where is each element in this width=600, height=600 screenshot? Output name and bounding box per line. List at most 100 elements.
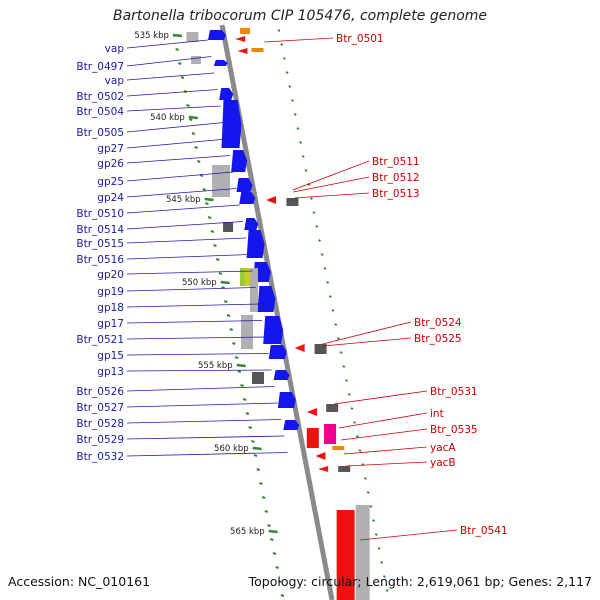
label-connector [322,321,412,345]
label-connector [126,155,231,164]
minor-tick [277,29,281,32]
gene-label-left: vap [105,43,125,55]
minor-tick [280,594,285,597]
minor-tick [180,76,185,79]
major-tick [252,446,262,451]
reverse-gene [306,408,317,416]
label-connector [346,461,428,467]
pseudo-gene [338,466,351,472]
tick-label: 550 kbp [182,278,217,288]
major-tick [268,529,278,534]
minor-tick [210,230,215,233]
minor-tick [248,426,252,429]
minor-tick [194,146,198,149]
gene-label-right: Btr_0524 [414,317,462,329]
reverse-gene [266,196,277,204]
other-feature [240,28,250,34]
pseudo-gene [355,505,370,600]
tick-label: 565 kbp [230,527,265,537]
minor-tick [377,547,381,550]
minor-tick [205,202,209,205]
minor-tick [267,524,271,527]
tick-label: 555 kbp [198,361,233,371]
major-tick [188,115,198,120]
minor-tick [282,57,286,60]
label-connector [360,529,458,541]
gene-label-left: Btr_0497 [76,61,124,73]
rna-feature [244,268,250,286]
label-connector [126,39,208,49]
minor-tick [256,468,261,471]
label-connector [343,446,428,455]
minor-tick [347,393,351,396]
pseudo-gene [252,372,265,384]
minor-tick [345,379,348,382]
forward-gene [221,100,242,148]
gene-label-right: Btr_0535 [430,424,478,436]
forward-gene [208,30,226,40]
label-connector [292,160,370,191]
minor-tick [339,351,343,354]
forward-gene [236,178,253,192]
label-connector [126,419,282,424]
reverse-gene [318,466,329,472]
gene-label-right: Btr_0501 [336,33,384,45]
other-feature [332,446,345,450]
map-title: Bartonella tribocorum CIP 105476, comple… [112,8,488,24]
tick-label: 545 kbp [166,195,201,205]
label-connector [126,353,269,356]
minor-tick [358,449,362,452]
pseudo-gene [241,315,254,349]
label-connector [126,452,288,457]
minor-tick [331,309,335,312]
gene-label-right: Btr_0531 [430,386,478,398]
forward-gene [283,420,300,430]
gene-label-left: gp13 [97,366,124,378]
minor-tick [259,482,263,485]
label-connector [126,386,275,392]
minor-tick [186,104,190,107]
gene-label-left: gp27 [97,143,124,155]
gene-label-left: gp20 [97,269,124,281]
pseudo-gene [186,32,199,42]
tick-label: 540 kbp [150,113,185,123]
gene-label-left: Btr_0532 [76,451,124,463]
forward-gene [239,192,256,204]
pseudo-gene [191,56,202,64]
minor-tick [382,575,386,578]
other-feature [251,48,264,52]
minor-tick [353,421,357,424]
gene-label-right: Btr_0512 [372,172,420,184]
minor-tick [229,328,234,331]
label-connector [126,402,278,408]
minor-tick [366,491,370,494]
label-connector [126,171,234,182]
minor-tick [191,132,196,135]
major-tick [236,363,246,368]
label-connector [126,369,272,372]
tick-label: 535 kbp [134,31,169,41]
gene-label-left: gp15 [97,350,124,362]
minor-tick [272,552,277,555]
minor-tick [309,197,313,200]
gene-label-left: Btr_0502 [76,91,124,103]
minor-tick [328,295,332,298]
pseudo-gene [314,344,327,354]
gene-label-left: gp17 [97,318,124,330]
pseudo-gene [326,404,339,412]
minor-tick [202,188,207,191]
gene-label-right: Btr_0511 [372,156,420,168]
minor-tick [350,407,354,410]
minor-tick [385,589,389,592]
label-connector [334,390,428,405]
minor-tick [242,398,247,401]
minor-tick [275,566,279,569]
reverse-gene [306,428,319,448]
forward-gene [263,316,284,344]
label-connector [126,72,215,81]
minor-tick [285,71,289,74]
label-connector [126,237,247,244]
gene-label-left: Btr_0505 [76,127,124,139]
